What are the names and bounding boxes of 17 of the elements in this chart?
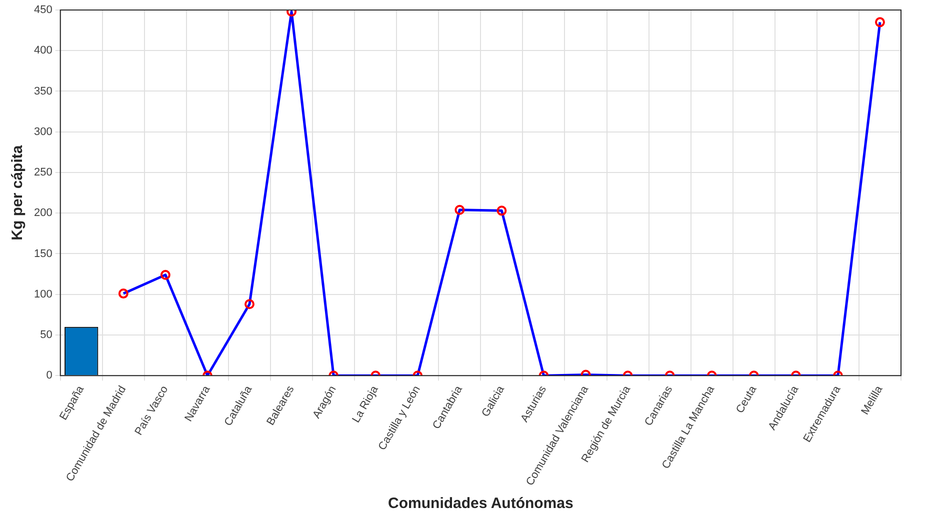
y-tick-label: 200 <box>34 207 52 220</box>
y-tick-label: 250 <box>34 166 52 179</box>
point <box>454 204 465 215</box>
y-tick-label: 300 <box>34 126 52 138</box>
y-tick-label: 150 <box>34 248 52 260</box>
point <box>244 299 254 310</box>
y-tick-label: 50 <box>40 329 52 342</box>
y-tick-label: 100 <box>34 288 52 300</box>
y-tick-label: 400 <box>34 44 52 57</box>
y-tick-label: 0 <box>46 370 52 382</box>
point <box>160 270 170 280</box>
point <box>496 206 507 216</box>
point <box>118 288 128 299</box>
y-axis-title: Kg per cápita <box>9 144 26 240</box>
y-tick-label: 350 <box>34 85 52 98</box>
y-tick-label: 450 <box>34 4 52 16</box>
x-axis-title: Comunidades Autónomas <box>388 495 574 512</box>
